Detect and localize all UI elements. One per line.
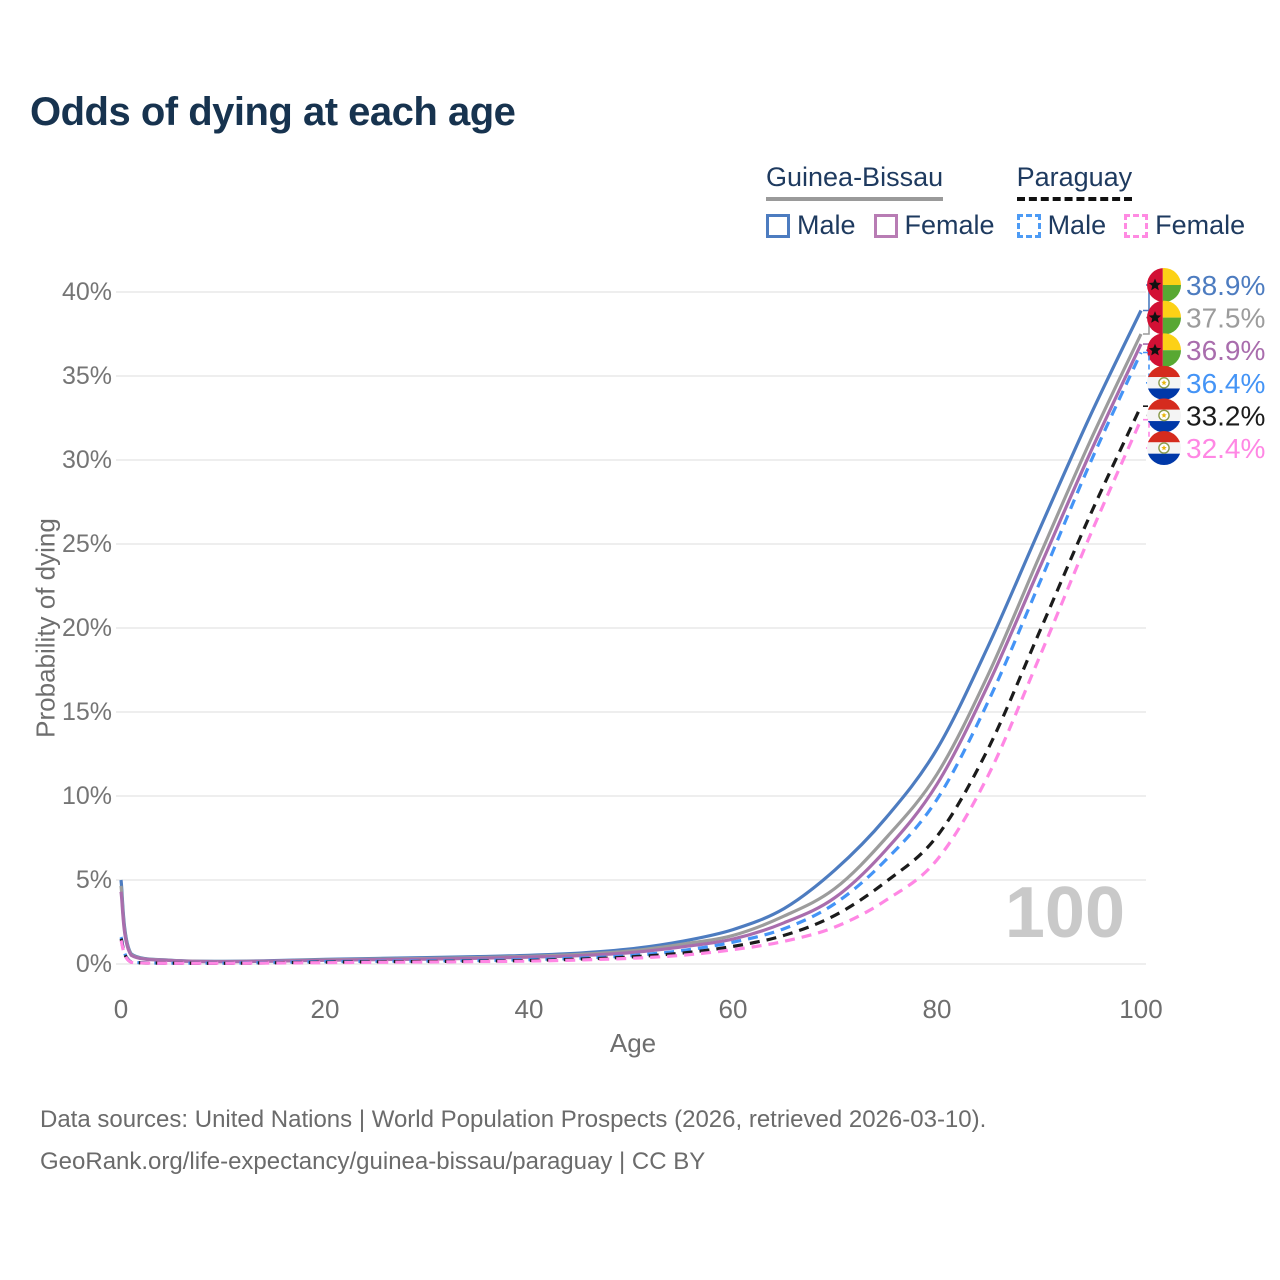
checkbox-paraguay-male[interactable] (1016, 213, 1041, 238)
legend-country-guinea-bissau[interactable]: Guinea-Bissau (766, 162, 944, 201)
legend-group-paraguay: Paraguay Male Female (1016, 162, 1245, 241)
series-end-label: 36.4% (1186, 368, 1265, 399)
x-tick-label: 80 (923, 994, 952, 1024)
x-tick-label: 0 (114, 994, 128, 1024)
series-end-label: 32.4% (1186, 433, 1265, 464)
end-label-connector (1143, 418, 1150, 449)
y-tick-label: 15% (62, 698, 112, 726)
y-tick-label: 25% (62, 530, 112, 558)
y-tick-label: 5% (76, 866, 112, 894)
legend-label: Female (904, 210, 995, 240)
legend-toggle-paraguay-male[interactable]: Male (1016, 210, 1107, 241)
checkbox-guinea-bissau-female[interactable] (873, 213, 898, 238)
x-tick-label: 60 (719, 994, 748, 1024)
series-line-paraguay-male[interactable] (119, 351, 1143, 965)
plot-area[interactable] (116, 270, 1146, 964)
series-end-label: 37.5% (1186, 303, 1265, 334)
x-tick-label: 40 (515, 994, 544, 1024)
legend-toggle-guinea-bissau-female[interactable]: Female (873, 210, 995, 241)
legend-label: Female (1155, 210, 1246, 240)
y-tick-label: 35% (62, 362, 112, 390)
footer-attribution: GeoRank.org/life-expectancy/guinea-bissa… (40, 1148, 706, 1175)
x-axis-title: Age (609, 1028, 657, 1058)
footer-data-sources: Data sources: United Nations | World Pop… (40, 1106, 987, 1133)
chart-title: Odds of dying at each age (30, 90, 516, 134)
checkbox-paraguay-female[interactable] (1124, 213, 1149, 238)
x-tick-label: 20 (311, 994, 340, 1024)
series-end-label: 38.9% (1186, 270, 1265, 301)
legend-group-guinea-bissau: Guinea-Bissau Male Female (766, 162, 995, 241)
legend-country-paraguay[interactable]: Paraguay (1016, 162, 1133, 201)
legend: Guinea-Bissau Male Female Paraguay Male (766, 162, 1245, 241)
y-tick-label: 20% (62, 614, 112, 642)
flag-icon-paraguay (1147, 398, 1181, 433)
series-line-paraguay-female[interactable] (119, 419, 1143, 965)
y-tick-label: 10% (62, 782, 112, 810)
flag-icon-paraguay (1147, 365, 1181, 400)
legend-label: Male (797, 210, 856, 240)
legend-toggle-paraguay-female[interactable]: Female (1124, 210, 1245, 241)
series-end-label: 36.9% (1186, 335, 1265, 366)
y-tick-label: 30% (62, 446, 112, 474)
y-tick-label: 40% (62, 278, 112, 306)
age-watermark: 100 (1004, 873, 1125, 953)
y-tick-label: 0% (76, 950, 112, 978)
series-end-label: 33.2% (1186, 400, 1265, 431)
legend-toggle-guinea-bissau-male[interactable]: Male (766, 210, 856, 241)
checkbox-guinea-bissau-male[interactable] (766, 213, 790, 238)
x-tick-label: 100 (1119, 994, 1162, 1024)
legend-label: Male (1047, 210, 1107, 240)
flag-icon-paraguay (1147, 431, 1181, 465)
y-axis-title: Probability of dying (30, 518, 61, 738)
flag-icon-guinea-bissau (1147, 333, 1181, 368)
